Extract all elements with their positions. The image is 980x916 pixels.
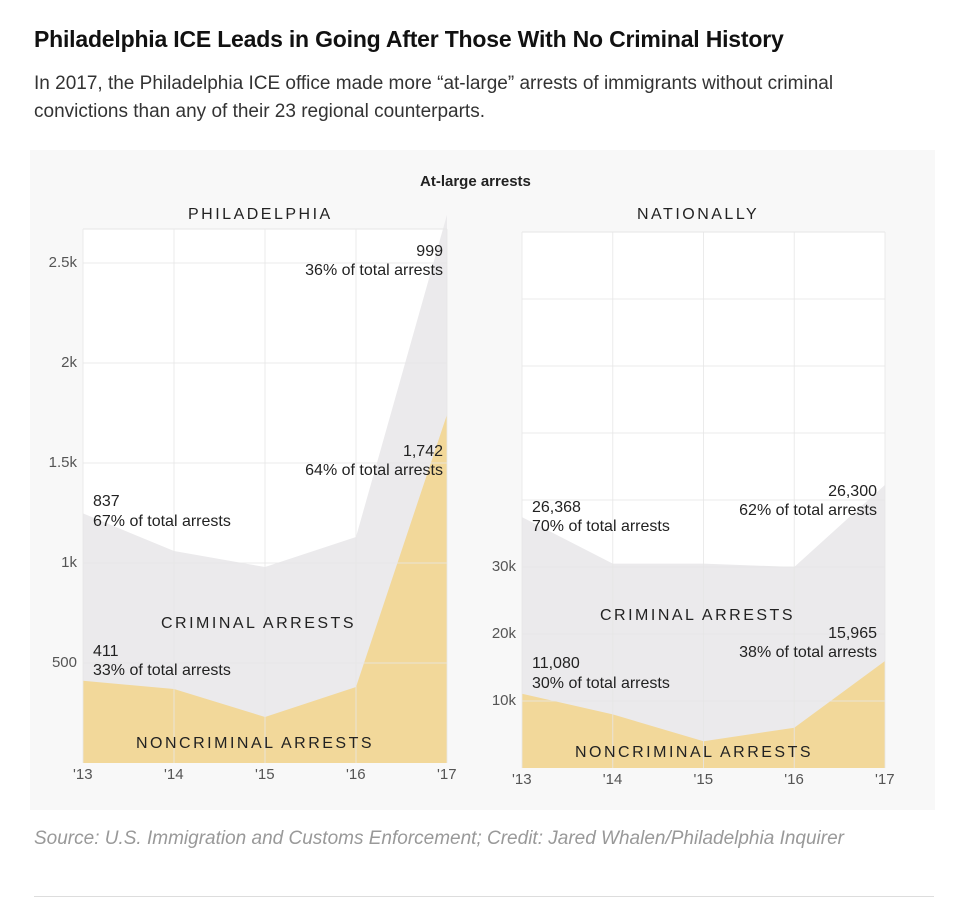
chart-title: At-large arrests [420,173,531,190]
national-x-tick: '15 [693,771,714,788]
national-noncriminal-label: NONCRIMINAL ARRESTS [575,744,814,761]
philly-panel-title: PHILADELPHIA [188,206,333,223]
source-credit: Source: U.S. Immigration and Customs Enf… [34,828,844,849]
philly-x-tick: '15 [255,766,275,783]
national-non17-value: 15,965 [828,625,877,642]
national-crim13-pct: 70% of total arrests [532,518,670,535]
philly-y-tick: 2.5k [48,254,77,271]
national-y-tick: 30k [491,558,516,575]
philly-noncriminal-area [83,414,447,763]
philly-non13-pct: 33% of total arrests [93,662,231,679]
philly-x-tick: '16 [346,766,366,783]
national-x-tick: '16 [784,771,804,788]
philly-y-tick: 1k [61,554,77,571]
national-x-tick: '14 [602,771,623,788]
national-non13-value: 11,080 [532,655,580,672]
philly-non13-value: 411 [93,643,119,660]
national-non13-pct: 30% of total arrests [532,675,670,692]
page-title: Philadelphia ICE Leads in Going After Th… [34,26,784,52]
divider [34,896,934,897]
national-crim17-value: 26,300 [828,483,877,500]
national-non17-pct: 38% of total arrests [739,644,877,661]
philly-crim17-pct: 36% of total arrests [305,262,443,279]
national-panel-title: NATIONALLY [637,206,760,223]
philly-x-tick: '17 [437,766,457,783]
philly-crim13-pct: 67% of total arrests [93,513,231,530]
philly-criminal-label: CRIMINAL ARRESTS [161,615,356,632]
national-y-tick: 20k [491,625,516,642]
philly-non17-value: 1,742 [402,443,443,460]
national-crim17-pct: 62% of total arrests [739,502,877,519]
philly-crim17-value: 999 [416,243,443,260]
philly-non17-pct: 64% of total arrests [305,462,443,479]
national-criminal-label: CRIMINAL ARRESTS [600,607,795,624]
philly-x-tick: '13 [73,766,93,783]
philly-noncriminal-label: NONCRIMINAL ARRESTS [136,735,375,752]
national-crim13-value: 26,368 [532,499,581,516]
national-x-tick: '13 [512,771,532,788]
philly-x-tick: '14 [164,766,184,783]
page-subtitle: In 2017, the Philadelphia ICE office mad… [34,73,834,122]
national-x-tick: '17 [875,771,895,788]
national-y-tick: 10k [491,692,516,709]
philly-y-tick: 2k [61,354,77,371]
philly-crim13-value: 837 [93,493,120,510]
philly-y-tick: 1.5k [48,454,77,471]
philly-y-tick: 500 [51,654,77,671]
